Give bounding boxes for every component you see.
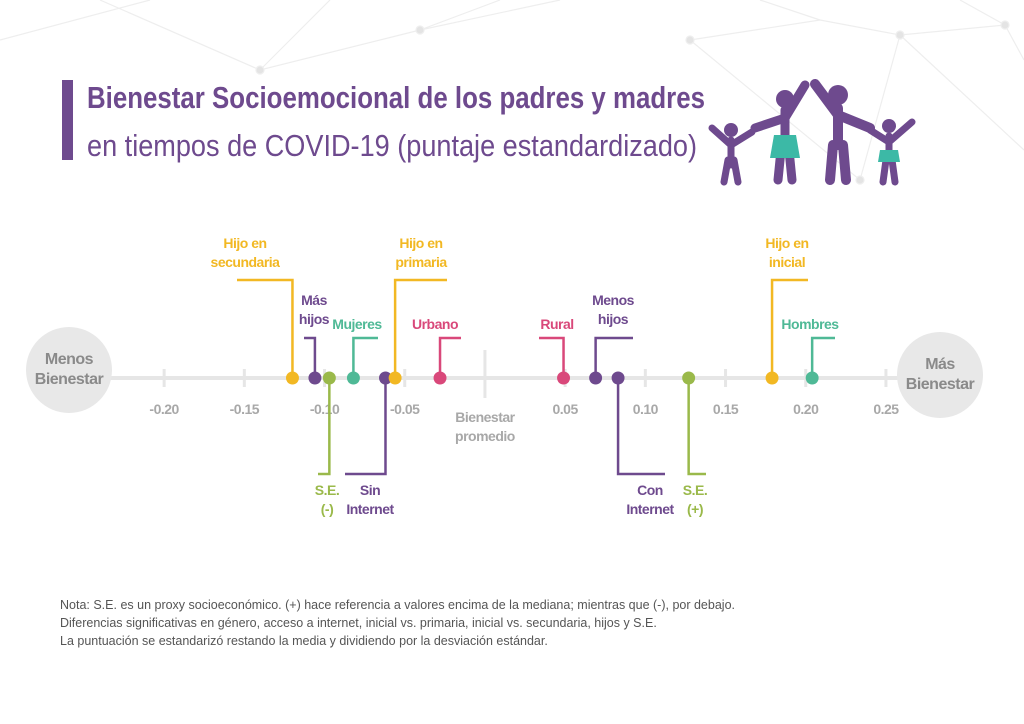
x-tick-label: -0.15	[230, 401, 260, 417]
x-tick-label: 0.25	[873, 401, 899, 417]
note-line: Diferencias significativas en género, ac…	[60, 616, 657, 630]
point	[378, 371, 392, 385]
leader-line	[687, 378, 706, 476]
chart-title: Bienestar Socioemocional de los padres y…	[87, 80, 705, 115]
note-line: La puntuación se estandarizó restando la…	[60, 634, 548, 648]
point-label: Urbano	[412, 316, 459, 332]
point	[682, 371, 696, 385]
leader-line	[352, 336, 378, 378]
left-end-label: Menos Bienestar	[26, 327, 112, 413]
leader-line	[393, 278, 447, 378]
point-label: Con Internet	[626, 482, 674, 517]
point	[589, 371, 603, 385]
x-tick-label: -0.20	[149, 401, 179, 417]
x-tick-label: Bienestar promedio	[455, 409, 515, 444]
point	[346, 371, 360, 385]
point	[611, 371, 625, 385]
point	[557, 371, 571, 385]
point-label: S.E. (-)	[314, 482, 340, 517]
point-label: Rural	[540, 316, 574, 332]
x-tick-label: 0.20	[793, 401, 819, 417]
leader-line	[304, 336, 317, 378]
point	[285, 371, 299, 385]
title-bar	[62, 80, 73, 160]
point	[388, 371, 402, 385]
right-end-label: Más Bienestar	[897, 332, 983, 418]
point-label: Hijo en secundaria	[210, 235, 280, 270]
x-tick-label: 0.15	[713, 401, 739, 417]
point-label: Menos hijos	[592, 292, 634, 327]
point-label: Mujeres	[332, 316, 382, 332]
leader-line	[438, 336, 461, 378]
x-tick-label: -0.05	[390, 401, 420, 417]
x-tick-label: 0.10	[633, 401, 659, 417]
leader-line	[616, 378, 665, 476]
family-icon	[708, 79, 916, 186]
point-label: Sin Internet	[346, 482, 394, 517]
leader-line	[345, 378, 387, 476]
point	[322, 371, 336, 385]
point-label: Hombres	[781, 316, 839, 332]
point-label: S.E. (+)	[682, 482, 708, 517]
leader-line	[770, 278, 808, 378]
x-tick-label: 0.05	[553, 401, 579, 417]
note-line: Nota: S.E. es un proxy socioeconómico. (…	[60, 598, 735, 612]
background-network	[0, 0, 1024, 185]
leader-line	[539, 336, 565, 378]
point-label: Más hijos	[298, 292, 330, 327]
point	[308, 371, 322, 385]
leader-line	[810, 336, 835, 378]
point	[433, 371, 447, 385]
point	[765, 371, 779, 385]
point	[805, 371, 819, 385]
x-tick-label: -0.10	[310, 401, 340, 417]
point-label: Hijo en primaria	[395, 235, 447, 270]
leader-line	[318, 378, 331, 476]
point-label: Hijo en inicial	[765, 235, 809, 270]
leader-line	[594, 336, 633, 378]
chart-subtitle: en tiempos de COVID-19 (puntaje estandar…	[87, 128, 697, 163]
leader-line	[237, 278, 294, 378]
